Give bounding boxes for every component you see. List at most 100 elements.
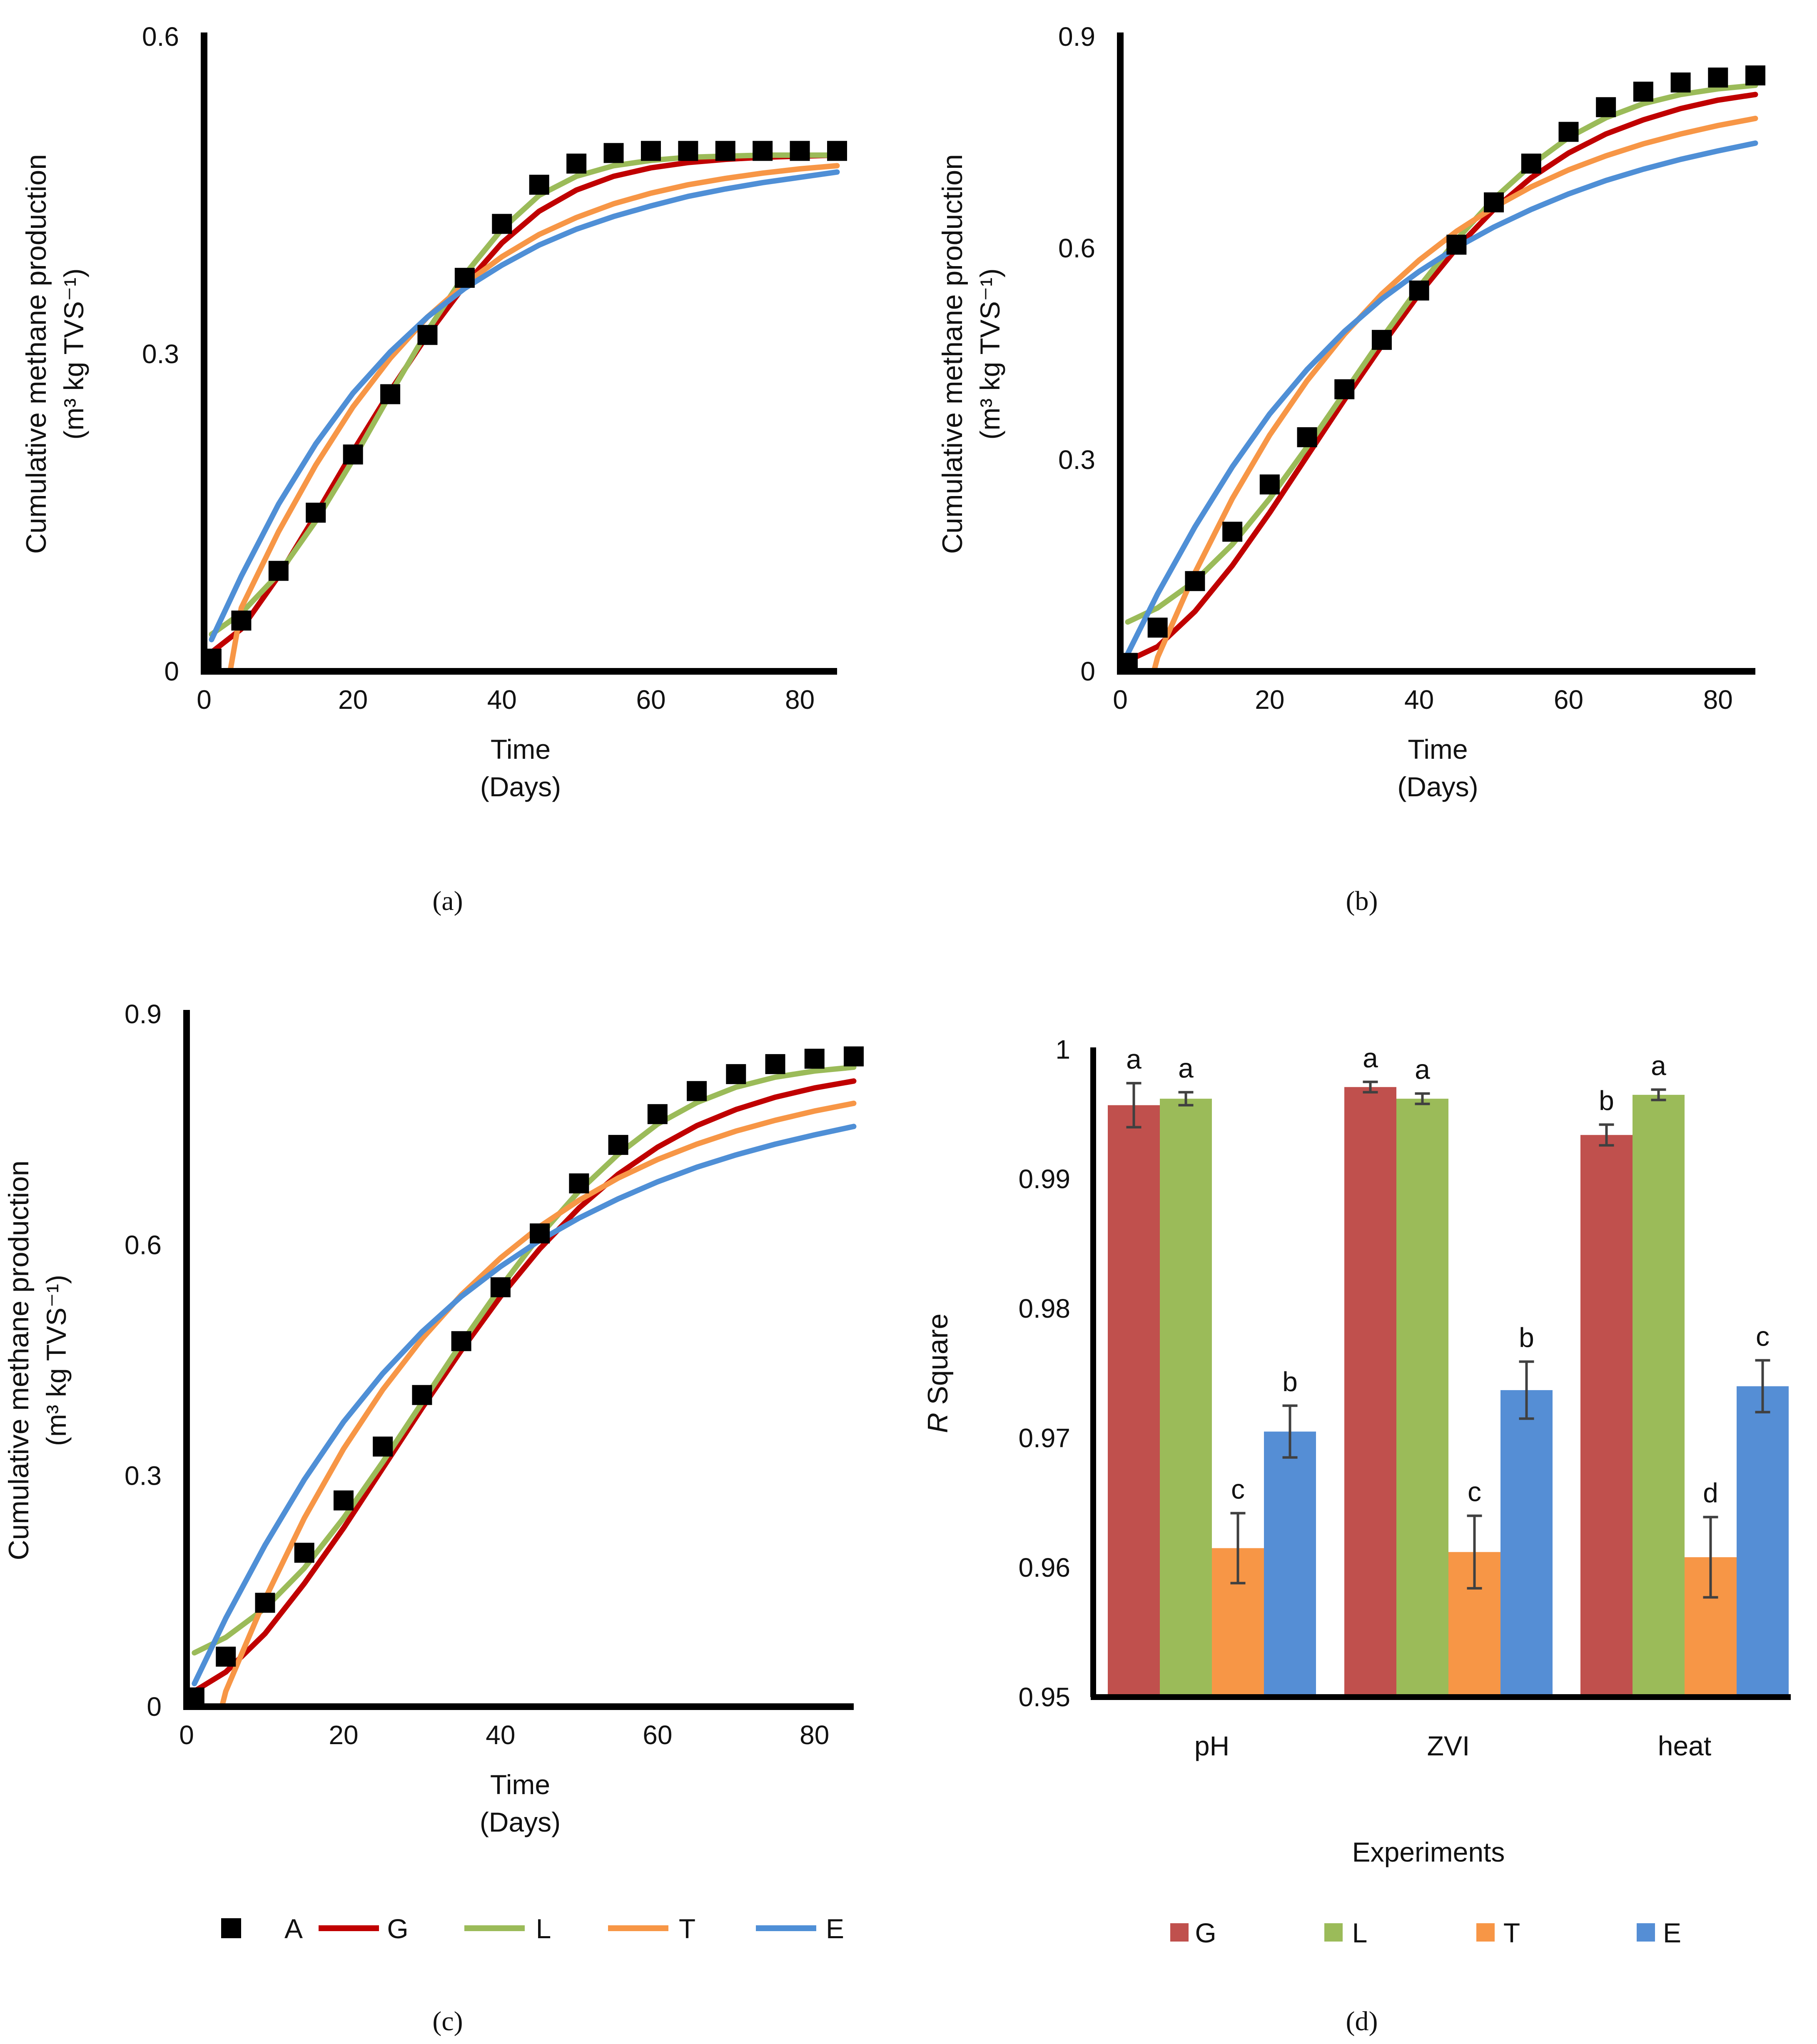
panel-a: 0 0.3 0.6 0 20 40 60 80 Time (Days) Cumulative met…	[20, 22, 847, 802]
x-tick-label: 80	[785, 685, 815, 715]
data-point-A	[790, 141, 810, 161]
x-tick-label: 40	[1404, 685, 1434, 715]
legend-swatch-L	[1324, 1923, 1343, 1942]
data-point-A	[726, 1064, 746, 1084]
significance-letter: a	[1126, 1044, 1142, 1074]
bar-E	[1737, 1386, 1789, 1697]
x-tick-label: 20	[338, 685, 368, 715]
data-point-A	[1446, 234, 1467, 255]
x-tick-label: 0	[1113, 685, 1128, 715]
data-point-A	[451, 1331, 471, 1351]
data-point-A	[1147, 618, 1168, 638]
y-tick-label: 0.9	[1058, 22, 1095, 52]
x-tick-label: 0	[179, 1720, 194, 1750]
bar-L	[1160, 1099, 1212, 1697]
y-tick-label: 0.6	[142, 22, 179, 52]
series-T-line	[219, 1100, 857, 1710]
panel-label-a: (a)	[432, 886, 463, 916]
legend-label: G	[387, 1913, 408, 1944]
significance-letter: d	[1703, 1478, 1718, 1508]
y-axis-title: Cumulative methane production	[937, 154, 968, 554]
data-point-A	[1708, 67, 1728, 88]
series-E-line	[1125, 140, 1758, 657]
data-point-A	[529, 174, 549, 195]
data-point-A	[1185, 571, 1205, 591]
significance-letter: c	[1468, 1476, 1481, 1507]
y-axis-title-units: (m³ kg TVS⁻¹)	[41, 1275, 72, 1446]
panel-c: 0 0.3 0.6 0.9 0 20 40 60 80 Time (Days) Cumulative …	[3, 999, 864, 1944]
series-G-line	[1125, 92, 1758, 664]
bar-G	[1108, 1105, 1160, 1697]
data-point-A	[753, 141, 773, 161]
x-category-label: pH	[1194, 1730, 1229, 1761]
x-category-label: ZVI	[1427, 1730, 1470, 1761]
legend-label: G	[1195, 1917, 1216, 1948]
legend-label: A	[284, 1913, 303, 1944]
data-point-A	[492, 214, 512, 234]
panel-label-d: (d)	[1346, 2006, 1378, 2037]
y-tick-label: 0.96	[1018, 1553, 1070, 1583]
data-point-A	[380, 384, 401, 404]
data-point-A	[1633, 82, 1653, 102]
legend-swatch-E	[1637, 1923, 1655, 1942]
x-tick-label: 0	[197, 685, 212, 715]
data-point-A	[417, 325, 438, 345]
series-G-line	[192, 1078, 857, 1694]
x-tick-label: 60	[1554, 685, 1583, 715]
bar-L	[1633, 1094, 1685, 1697]
x-tick-label: 20	[329, 1720, 358, 1750]
significance-letter: a	[1178, 1053, 1194, 1084]
y-tick-label: 0.98	[1018, 1294, 1070, 1324]
x-tick-label: 60	[636, 685, 665, 715]
data-point-A	[333, 1490, 354, 1511]
data-point-A	[804, 1049, 825, 1069]
x-axis-title: Experiments	[1352, 1837, 1505, 1867]
data-point-A	[566, 153, 587, 174]
x-axis-title: Time	[1408, 734, 1468, 765]
y-tick-label: 0	[1080, 656, 1095, 686]
legend-swatch-T	[1476, 1923, 1495, 1942]
data-point-A	[1334, 379, 1355, 399]
y-axis-title: Cumulative methane production	[3, 1160, 35, 1560]
data-point-A	[1259, 474, 1280, 495]
data-point-A	[1670, 72, 1691, 93]
data-point-A	[603, 143, 624, 163]
y-tick-label: 0.9	[125, 999, 162, 1029]
data-point-A	[373, 1436, 393, 1457]
y-axis-title-units: (m³ kg TVS⁻¹)	[975, 268, 1005, 439]
y-tick-label: 0.6	[1058, 233, 1095, 263]
legend-swatch-G	[1170, 1923, 1189, 1942]
data-point-A	[678, 141, 698, 161]
legend-label: T	[679, 1913, 695, 1944]
y-tick-label: 1	[1055, 1034, 1070, 1064]
bar-L	[1396, 1099, 1448, 1697]
data-point-A	[454, 268, 475, 288]
data-point-A	[231, 611, 252, 631]
x-axis-title-units: (Days)	[480, 771, 561, 802]
y-tick-label: 0.99	[1018, 1164, 1070, 1194]
data-point-A	[608, 1135, 628, 1155]
x-tick-label: 80	[800, 1720, 829, 1750]
y-tick-label: 0.3	[142, 339, 179, 369]
data-point-A	[490, 1277, 511, 1297]
y-axis-title-italic: R	[922, 1413, 954, 1433]
panel-label-b: (b)	[1346, 886, 1378, 916]
data-point-A	[647, 1104, 668, 1124]
significance-letter: b	[1519, 1322, 1534, 1353]
significance-letter: c	[1756, 1321, 1770, 1351]
data-point-A	[255, 1593, 275, 1613]
data-point-A	[343, 444, 363, 465]
series-G-line	[209, 152, 840, 655]
y-tick-label: 0.95	[1018, 1682, 1070, 1712]
series-T-line	[1151, 115, 1758, 674]
bar-G	[1344, 1087, 1396, 1697]
series-T-line	[227, 163, 840, 674]
legend-label: T	[1503, 1917, 1520, 1948]
data-point-A	[1596, 97, 1616, 117]
y-axis-title-units: (m³ kg TVS⁻¹)	[58, 268, 89, 439]
x-axis-title: Time	[490, 1769, 550, 1800]
data-point-A	[1371, 330, 1392, 350]
y-tick-label: 0	[147, 1692, 162, 1722]
y-tick-label: 0.6	[125, 1230, 162, 1260]
y-axis-title: R Square	[922, 1314, 954, 1433]
